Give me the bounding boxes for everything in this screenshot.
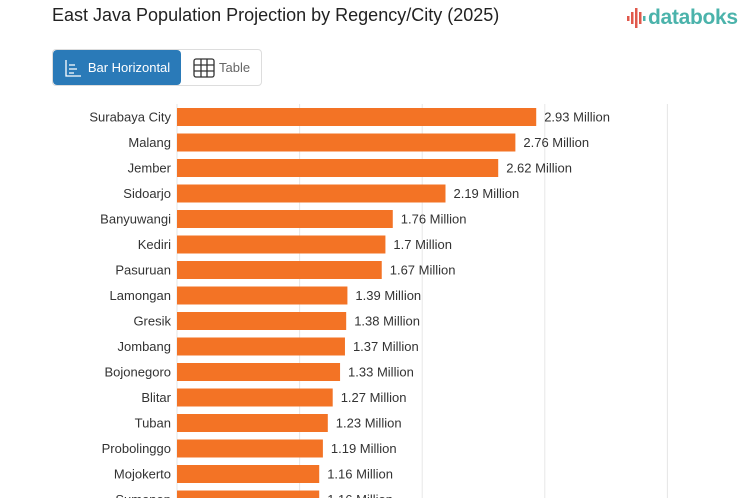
data-label: 1.27 Million [341,390,407,405]
bar[interactable] [177,490,320,498]
category-label: Sidoarjo [123,186,171,201]
data-label: 1.7 Million [393,237,452,252]
category-label: Mojokerto [114,467,171,482]
bar[interactable] [177,159,499,177]
bar[interactable] [177,337,345,356]
databoks-logo: databoks [626,6,738,30]
logo-text: databoks [648,6,738,29]
bar-pulse-icon [627,8,646,28]
data-label: 1.16 Million [327,492,393,498]
category-label: Sumenep [115,492,171,498]
bar[interactable] [177,133,516,152]
bar[interactable] [177,286,348,305]
view-toggle: Bar Horizontal Table [52,49,262,86]
data-label: 2.19 Million [453,186,519,201]
data-label: 1.76 Million [401,212,467,227]
data-label: 1.33 Million [348,365,414,380]
category-label: Blitar [141,390,171,405]
bar[interactable] [177,439,323,458]
bar[interactable] [177,312,347,330]
table-grid-icon [193,57,215,78]
data-label: 1.19 Million [331,441,397,456]
category-label: Jember [128,161,172,176]
bar[interactable] [177,363,341,381]
data-label: 1.39 Million [355,288,421,303]
data-label: 2.76 Million [523,135,589,150]
category-label: Probolinggo [102,441,171,456]
category-label: Jombang [118,339,171,354]
bar[interactable] [177,261,382,279]
category-label: Gresik [133,314,171,329]
category-label: Banyuwangi [100,212,171,227]
table-button[interactable]: Table [181,50,250,85]
category-label: Bojonegoro [105,365,172,380]
bar[interactable] [177,210,393,228]
data-label: 1.37 Million [353,339,419,354]
bar[interactable] [177,184,446,203]
category-label: Surabaya City [89,110,171,125]
bar[interactable] [177,414,328,432]
data-label: 1.38 Million [354,314,420,329]
category-label: Kediri [138,237,171,252]
category-label: Tuban [135,416,171,431]
data-label: 2.93 Million [544,110,610,125]
bar-horizontal-label: Bar Horizontal [87,60,171,75]
bar[interactable] [177,388,333,407]
category-label: Lamongan [110,288,171,303]
bar[interactable] [177,235,386,254]
bar-chart-icon [65,59,81,77]
bar[interactable] [177,108,537,126]
data-label: 1.23 Million [336,416,402,431]
category-label: Malang [128,135,171,150]
bar-horizontal-button[interactable]: Bar Horizontal [53,50,181,85]
data-label: 1.16 Million [327,467,393,482]
data-label: 1.67 Million [390,263,456,278]
table-label: Table [219,60,251,75]
data-label: 2.62 Million [506,161,572,176]
category-label: Pasuruan [115,263,171,278]
bar[interactable] [177,465,320,483]
chart-title: East Java Population Projection by Regen… [52,5,500,25]
